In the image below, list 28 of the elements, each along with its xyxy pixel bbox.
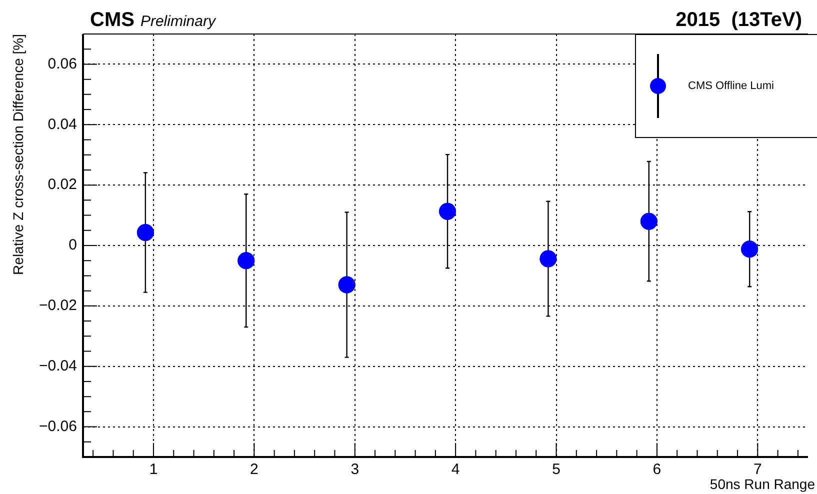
- y-tick-label: 0.04: [48, 116, 77, 133]
- y-axis-title: Relative Z cross-section Difference [%]: [10, 34, 26, 275]
- x-tick-label: 4: [451, 461, 460, 478]
- x-tick-label: 6: [652, 461, 662, 478]
- legend: CMS Offline Lumi: [635, 34, 817, 138]
- point: [238, 252, 255, 270]
- point: [540, 250, 557, 268]
- y-tick-label: −0.04: [39, 358, 77, 374]
- point: [640, 212, 658, 230]
- chart-subtitle: Preliminary: [140, 13, 217, 30]
- x-tick-label: 5: [552, 461, 560, 478]
- y-tick-label: 0: [68, 236, 77, 254]
- point: [439, 202, 456, 220]
- point: [338, 276, 356, 294]
- x-tick-label: 3: [350, 461, 360, 478]
- y-tick-label: −0.06: [39, 418, 77, 435]
- y-tick-label: 0.06: [48, 55, 77, 72]
- y-tick-label: −0.02: [39, 297, 77, 314]
- x-tick-label: 7: [753, 461, 762, 478]
- point: [136, 224, 154, 242]
- chart-title: CMS: [90, 9, 134, 31]
- x-tick-label: 1: [149, 461, 158, 478]
- legend-label: CMS Offline Lumi: [688, 80, 774, 92]
- x-axis-title: 50ns Run Range: [710, 476, 816, 492]
- x-tick-label: 2: [250, 461, 258, 478]
- y-tick-label: 0.02: [48, 176, 77, 194]
- text: 2015 (13TeV): [676, 9, 802, 31]
- point: [741, 240, 758, 258]
